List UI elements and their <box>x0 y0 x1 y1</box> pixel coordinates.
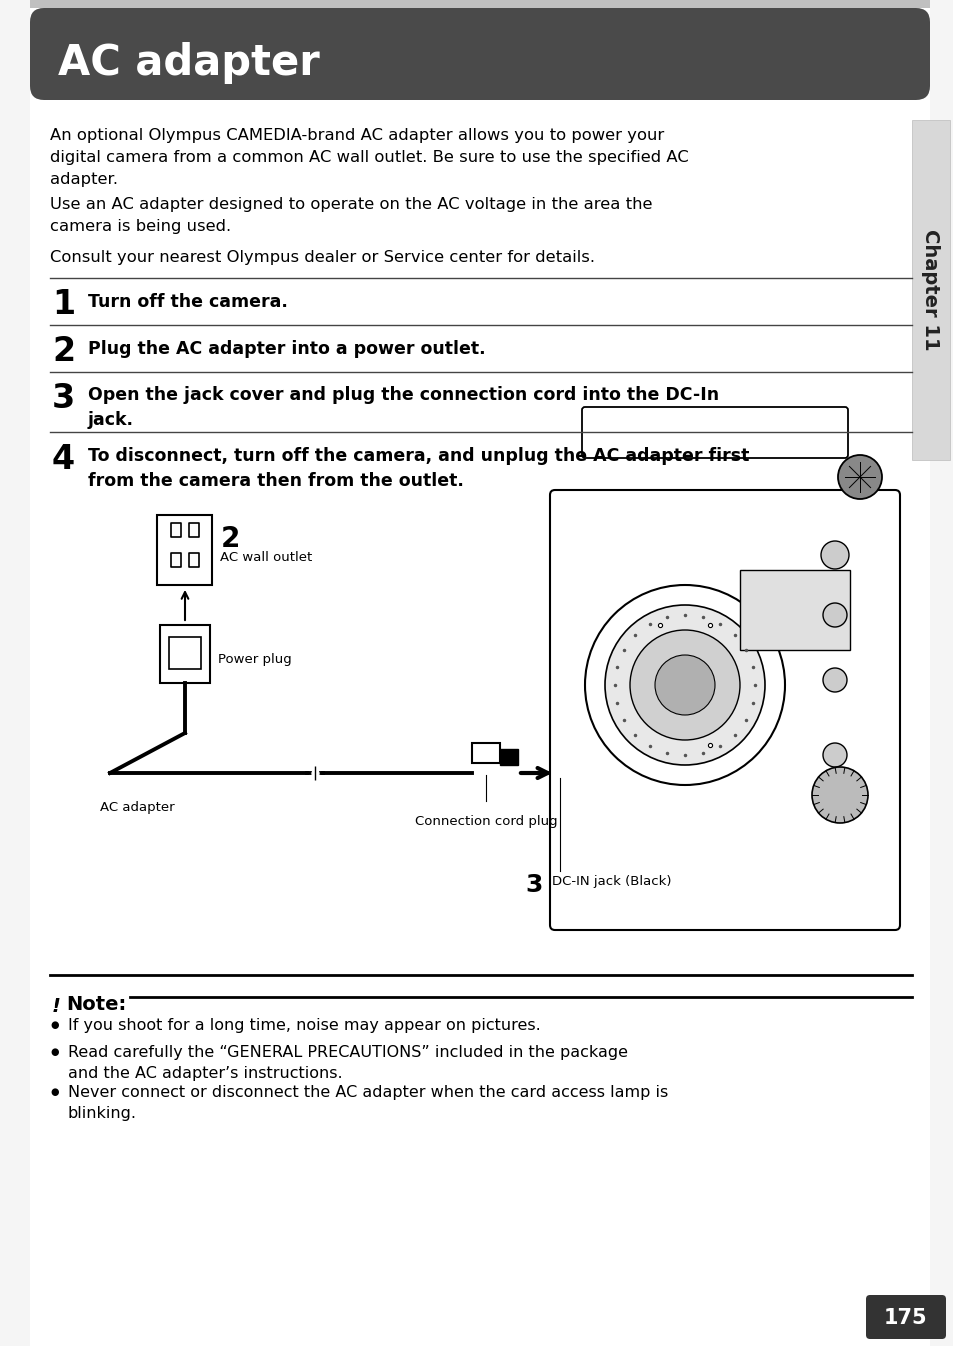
Bar <box>171 553 181 567</box>
Text: ●: ● <box>50 1088 58 1097</box>
Text: blinking.: blinking. <box>68 1106 137 1121</box>
Bar <box>472 743 499 763</box>
Bar <box>499 748 517 765</box>
Text: 1: 1 <box>52 288 75 320</box>
Bar <box>169 637 201 669</box>
Circle shape <box>822 668 846 692</box>
Text: !: ! <box>52 997 61 1016</box>
Text: 175: 175 <box>883 1308 927 1329</box>
Text: Connection cord plug: Connection cord plug <box>415 814 557 828</box>
Bar <box>30 0 929 8</box>
Circle shape <box>629 630 740 740</box>
Text: DC-IN jack (Black): DC-IN jack (Black) <box>552 875 671 888</box>
Text: adapter.: adapter. <box>50 172 118 187</box>
Text: Plug the AC adapter into a power outlet.: Plug the AC adapter into a power outlet. <box>88 341 485 358</box>
Text: If you shoot for a long time, noise may appear on pictures.: If you shoot for a long time, noise may … <box>68 1018 540 1032</box>
Text: Read carefully the “GENERAL PRECAUTIONS” included in the package: Read carefully the “GENERAL PRECAUTIONS”… <box>68 1044 627 1061</box>
Text: Use an AC adapter designed to operate on the AC voltage in the area the: Use an AC adapter designed to operate on… <box>50 197 652 213</box>
Text: ●: ● <box>50 1047 58 1057</box>
Text: Note:: Note: <box>66 995 126 1014</box>
Circle shape <box>822 603 846 627</box>
Text: digital camera from a common AC wall outlet. Be sure to use the specified AC: digital camera from a common AC wall out… <box>50 149 688 166</box>
FancyBboxPatch shape <box>550 490 899 930</box>
Text: Power plug: Power plug <box>218 654 292 666</box>
Text: 4: 4 <box>52 443 75 476</box>
Circle shape <box>821 541 848 569</box>
Text: camera is being used.: camera is being used. <box>50 219 231 234</box>
Circle shape <box>822 743 846 767</box>
Text: ●: ● <box>50 1020 58 1030</box>
Bar <box>189 524 199 537</box>
Text: Open the jack cover and plug the connection cord into the DC-In: Open the jack cover and plug the connect… <box>88 386 719 404</box>
Bar <box>911 120 949 460</box>
Text: and the AC adapter’s instructions.: and the AC adapter’s instructions. <box>68 1066 342 1081</box>
Text: Never connect or disconnect the AC adapter when the card access lamp is: Never connect or disconnect the AC adapt… <box>68 1085 667 1100</box>
FancyBboxPatch shape <box>865 1295 945 1339</box>
FancyBboxPatch shape <box>30 8 929 100</box>
Text: from the camera then from the outlet.: from the camera then from the outlet. <box>88 472 463 490</box>
Bar <box>160 625 210 682</box>
FancyBboxPatch shape <box>581 406 847 458</box>
Bar <box>189 553 199 567</box>
Circle shape <box>655 656 714 715</box>
Text: 3: 3 <box>524 874 542 896</box>
Bar <box>740 569 849 650</box>
Text: AC adapter: AC adapter <box>58 42 319 83</box>
Text: AC adapter: AC adapter <box>100 801 174 814</box>
Text: An optional Olympus CAMEDIA-brand AC adapter allows you to power your: An optional Olympus CAMEDIA-brand AC ada… <box>50 128 663 143</box>
Text: Consult your nearest Olympus dealer or Service center for details.: Consult your nearest Olympus dealer or S… <box>50 250 595 265</box>
Text: 3: 3 <box>52 382 75 415</box>
Text: Turn off the camera.: Turn off the camera. <box>88 293 288 311</box>
Text: jack.: jack. <box>88 411 133 429</box>
Circle shape <box>584 586 784 785</box>
Text: To disconnect, turn off the camera, and unplug the AC adapter first: To disconnect, turn off the camera, and … <box>88 447 749 464</box>
Bar <box>171 524 181 537</box>
Text: 2: 2 <box>220 525 239 553</box>
Circle shape <box>811 767 867 822</box>
Circle shape <box>837 455 882 499</box>
Circle shape <box>604 604 764 765</box>
Text: AC wall outlet: AC wall outlet <box>220 551 313 564</box>
Text: 2: 2 <box>52 335 75 367</box>
Bar <box>157 516 213 586</box>
Text: Chapter 11: Chapter 11 <box>921 229 940 351</box>
